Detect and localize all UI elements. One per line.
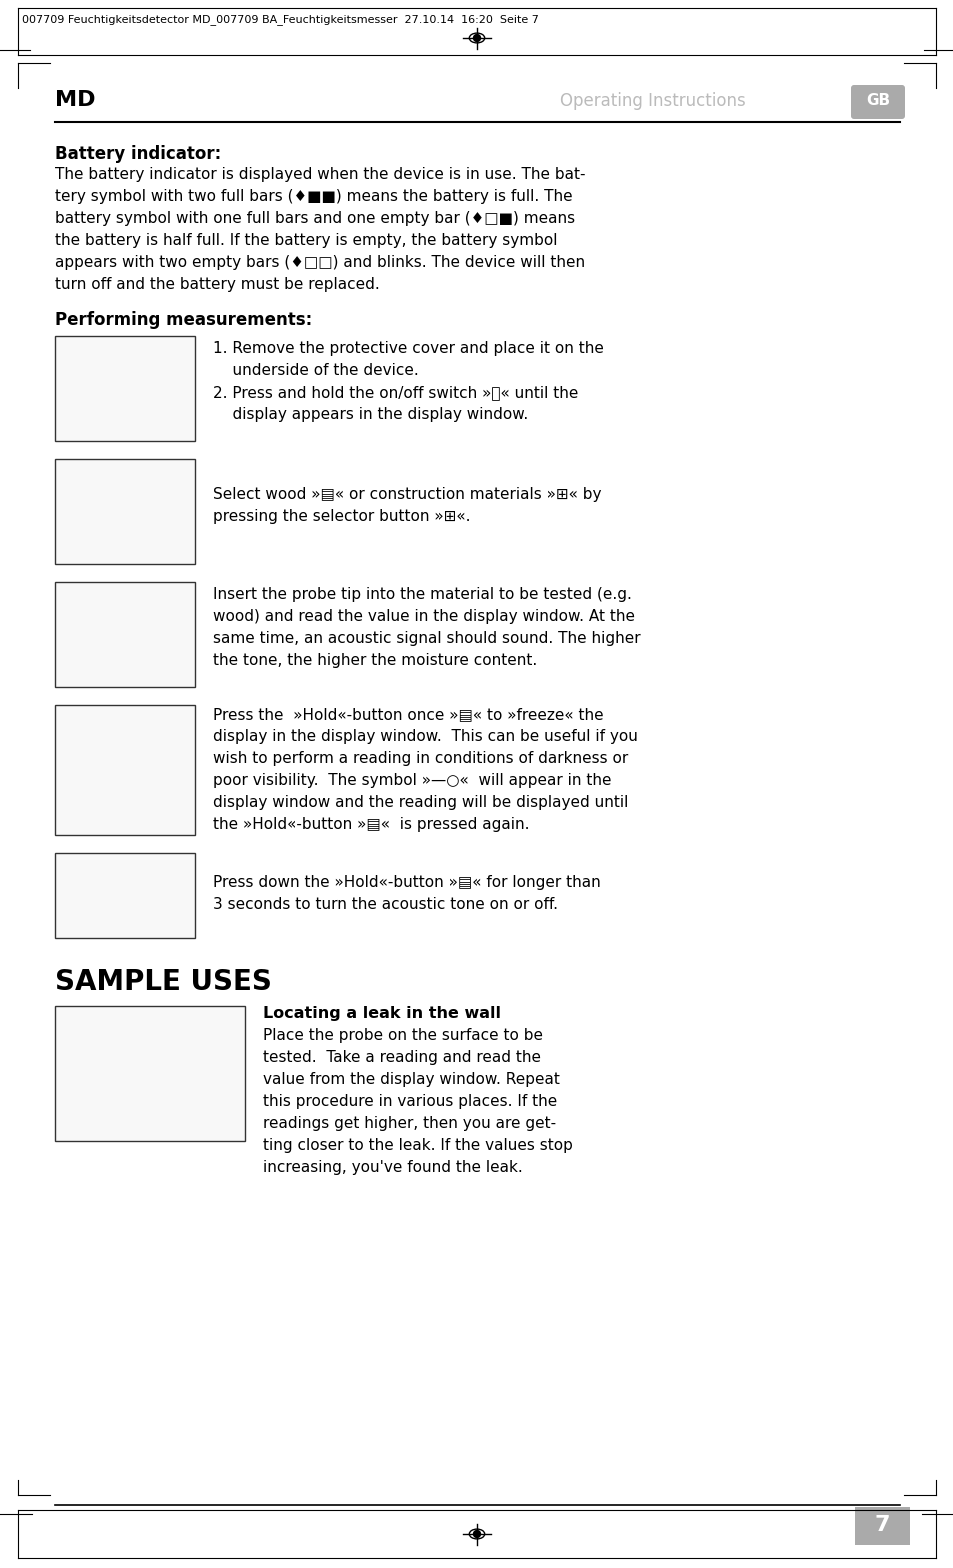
Bar [55, 1007, 245, 1142]
Bar [55, 459, 194, 564]
Text: appears with two empty bars (♦□□) and blinks. The device will then: appears with two empty bars (♦□□) and bl… [55, 256, 584, 270]
Text: 007709 Feuchtigkeitsdetector MD_007709 BA_Feuchtigkeitsmesser  27.10.14  16:20  : 007709 Feuchtigkeitsdetector MD_007709 B… [22, 14, 538, 25]
Text: tery symbol with two full bars (♦■■) means the battery is full. The: tery symbol with two full bars (♦■■) mea… [55, 190, 572, 204]
Text: the battery is half full. If the battery is empty, the battery symbol: the battery is half full. If the battery… [55, 234, 557, 248]
Text: 2. Press and hold the on/off switch »Ⓞ« until the: 2. Press and hold the on/off switch »Ⓞ« … [213, 386, 578, 400]
Text: pressing the selector button »⊞«.: pressing the selector button »⊞«. [213, 510, 470, 524]
Text: 7: 7 [874, 1515, 889, 1535]
Text: turn off and the battery must be replaced.: turn off and the battery must be replace… [55, 278, 379, 292]
Text: wish to perform a reading in conditions of darkness or: wish to perform a reading in conditions … [213, 751, 628, 767]
Text: MD: MD [55, 89, 95, 110]
Text: Press down the »Hold«-button »▤« for longer than: Press down the »Hold«-button »▤« for lon… [213, 875, 600, 891]
Bar [55, 582, 194, 687]
Text: increasing, you've found the leak.: increasing, you've found the leak. [263, 1160, 522, 1174]
Text: display window and the reading will be displayed until: display window and the reading will be d… [213, 795, 628, 811]
Circle shape [473, 1530, 480, 1538]
Text: The battery indicator is displayed when the device is in use. The bat-: The battery indicator is displayed when … [55, 168, 585, 182]
FancyBboxPatch shape [854, 1507, 909, 1544]
Bar [55, 336, 194, 441]
Text: battery symbol with one full bars and one empty bar (♦□■) means: battery symbol with one full bars and on… [55, 212, 575, 226]
Text: tested.  Take a reading and read the: tested. Take a reading and read the [263, 1051, 540, 1065]
Text: display appears in the display window.: display appears in the display window. [213, 408, 528, 422]
Text: poor visibility.  The symbol »—○«  will appear in the: poor visibility. The symbol »—○« will ap… [213, 773, 611, 789]
Text: Select wood »▤« or construction materials »⊞« by: Select wood »▤« or construction material… [213, 488, 601, 502]
FancyBboxPatch shape [850, 85, 904, 119]
Text: 3 seconds to turn the acoustic tone on or off.: 3 seconds to turn the acoustic tone on o… [213, 897, 558, 913]
Text: this procedure in various places. If the: this procedure in various places. If the [263, 1094, 557, 1109]
Text: Place the probe on the surface to be: Place the probe on the surface to be [263, 1029, 542, 1043]
Text: Battery indicator:: Battery indicator: [55, 144, 221, 163]
Text: value from the display window. Repeat: value from the display window. Repeat [263, 1073, 559, 1087]
Text: wood) and read the value in the display window. At the: wood) and read the value in the display … [213, 608, 635, 624]
Text: 1. Remove the protective cover and place it on the: 1. Remove the protective cover and place… [213, 340, 603, 356]
Text: ting closer to the leak. If the values stop: ting closer to the leak. If the values s… [263, 1138, 572, 1152]
Text: SAMPLE USES: SAMPLE USES [55, 967, 272, 996]
Text: Operating Instructions: Operating Instructions [559, 93, 745, 110]
Bar [55, 853, 194, 938]
Text: Locating a leak in the wall: Locating a leak in the wall [263, 1007, 500, 1021]
Text: GB: GB [865, 93, 889, 108]
Text: Press the  »Hold«-button once »▤« to »freeze« the: Press the »Hold«-button once »▤« to »fre… [213, 707, 603, 721]
Text: the tone, the higher the moisture content.: the tone, the higher the moisture conten… [213, 652, 537, 668]
Text: same time, an acoustic signal should sound. The higher: same time, an acoustic signal should sou… [213, 630, 640, 646]
Bar [55, 706, 194, 836]
Circle shape [473, 34, 480, 41]
Text: Performing measurements:: Performing measurements: [55, 310, 312, 329]
Text: readings get higher, then you are get-: readings get higher, then you are get- [263, 1116, 556, 1131]
Text: the »Hold«-button »▤«  is pressed again.: the »Hold«-button »▤« is pressed again. [213, 817, 529, 833]
Text: Insert the probe tip into the material to be tested (e.g.: Insert the probe tip into the material t… [213, 586, 631, 602]
Text: display in the display window.  This can be useful if you: display in the display window. This can … [213, 729, 638, 743]
Text: underside of the device.: underside of the device. [213, 364, 418, 378]
